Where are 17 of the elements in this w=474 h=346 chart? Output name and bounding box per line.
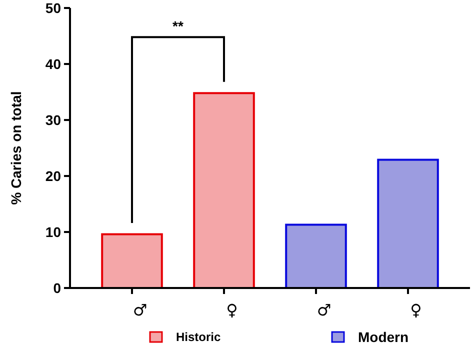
bar [377, 158, 439, 289]
annotation: ** [172, 18, 184, 34]
legend-label: Modern [358, 328, 409, 345]
y-tick-label: 50 [45, 0, 62, 16]
y-tick-label: 30 [45, 112, 62, 128]
bar [285, 224, 347, 289]
y-tick-label: 0 [53, 280, 62, 296]
x-tick-label: ♀ [410, 300, 422, 320]
legend-label: Historic [176, 330, 222, 344]
bar [101, 233, 163, 289]
x-tick-label: ♂ [132, 300, 148, 320]
y-tick-label: 20 [45, 168, 62, 184]
y-axis-title: % Caries on total [8, 91, 24, 205]
y-tick-label: 40 [45, 56, 62, 72]
y-tick-label: 10 [45, 224, 62, 240]
x-tick-label: ♂ [316, 300, 332, 320]
x-tick-label: ♀ [226, 300, 238, 320]
